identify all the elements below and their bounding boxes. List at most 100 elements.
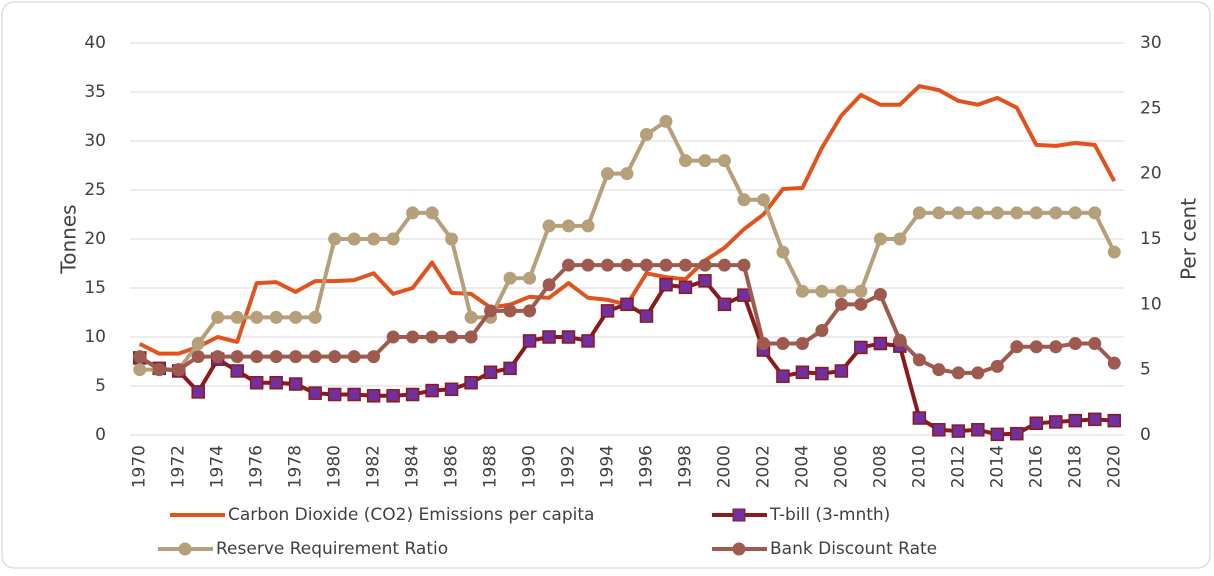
series-marker bbox=[288, 377, 303, 391]
series-marker bbox=[230, 364, 244, 378]
legend-label: Bank Discount Rate bbox=[770, 539, 937, 559]
series-marker bbox=[561, 330, 576, 344]
series-marker bbox=[717, 258, 731, 272]
y2-tick-label: 15 bbox=[1140, 229, 1162, 249]
legend-marker bbox=[178, 542, 192, 556]
series-marker bbox=[815, 366, 829, 381]
x-tick-label: 2012 bbox=[948, 445, 968, 488]
series-marker bbox=[834, 284, 848, 298]
series-marker bbox=[698, 274, 712, 288]
series-marker bbox=[873, 336, 888, 351]
x-tick-label: 1988 bbox=[481, 445, 501, 488]
series-marker bbox=[601, 167, 615, 181]
series-marker bbox=[990, 206, 1004, 220]
series-marker bbox=[308, 386, 322, 400]
series-marker bbox=[249, 375, 264, 390]
series-marker bbox=[425, 330, 439, 344]
series-marker bbox=[1107, 356, 1121, 370]
x-tick-label: 2006 bbox=[831, 445, 851, 488]
series-marker bbox=[971, 423, 985, 437]
series-marker bbox=[698, 154, 712, 168]
series-marker bbox=[386, 232, 400, 246]
x-tick-label: 1996 bbox=[636, 445, 656, 488]
series-marker bbox=[1107, 413, 1122, 428]
series-marker bbox=[834, 364, 849, 378]
y-tick-label: 15 bbox=[84, 278, 106, 298]
series-marker bbox=[250, 350, 264, 364]
series-marker bbox=[737, 288, 751, 302]
y-tick-label: 40 bbox=[84, 33, 106, 53]
series-marker bbox=[776, 369, 790, 383]
series-marker bbox=[1107, 245, 1121, 259]
y-tick-label: 5 bbox=[95, 376, 106, 396]
series-marker bbox=[854, 297, 868, 311]
series-marker bbox=[464, 375, 478, 390]
series-marker bbox=[406, 330, 420, 344]
y-tick-label: 0 bbox=[95, 425, 106, 445]
series-marker bbox=[483, 365, 498, 380]
series-marker bbox=[211, 310, 225, 324]
series-marker bbox=[523, 271, 537, 285]
series-marker bbox=[289, 350, 303, 364]
series-marker bbox=[873, 232, 887, 246]
series-marker bbox=[269, 310, 283, 324]
series-marker bbox=[1088, 337, 1102, 351]
series-marker bbox=[347, 350, 361, 364]
series-marker bbox=[893, 333, 907, 347]
y2-tick-label: 5 bbox=[1140, 360, 1151, 380]
x-tick-label: 1970 bbox=[130, 445, 150, 488]
series-marker bbox=[815, 323, 829, 337]
series-marker bbox=[737, 258, 751, 272]
series-marker bbox=[1010, 340, 1024, 354]
series-marker bbox=[1010, 206, 1024, 220]
x-tick-label: 2014 bbox=[987, 445, 1007, 488]
series-marker bbox=[347, 387, 361, 402]
y-tick-label: 30 bbox=[84, 131, 106, 151]
x-tick-label: 1974 bbox=[208, 445, 228, 488]
series-marker bbox=[659, 277, 673, 292]
legend-marker bbox=[732, 508, 746, 522]
series-marker bbox=[230, 310, 244, 324]
series-marker bbox=[620, 297, 634, 312]
series-marker bbox=[854, 340, 868, 355]
legend-marker bbox=[732, 542, 746, 556]
series-marker bbox=[678, 258, 692, 272]
series-marker bbox=[542, 219, 556, 233]
series-marker bbox=[1029, 416, 1044, 430]
series-marker bbox=[386, 330, 400, 344]
series-marker bbox=[289, 310, 303, 324]
y2-tick-label: 30 bbox=[1140, 33, 1162, 53]
series-marker bbox=[562, 219, 576, 233]
legend-label: T-bill (3-mnth) bbox=[769, 505, 890, 525]
y-tick-label: 35 bbox=[84, 82, 106, 102]
series-marker bbox=[932, 363, 946, 377]
series-marker bbox=[425, 383, 439, 398]
series-marker bbox=[776, 245, 790, 259]
series-marker bbox=[600, 304, 615, 318]
series-marker bbox=[893, 232, 907, 246]
series-marker bbox=[912, 353, 926, 367]
x-tick-label: 1992 bbox=[559, 445, 579, 488]
series-marker bbox=[523, 304, 537, 318]
x-tick-label: 1978 bbox=[286, 445, 306, 488]
series-marker bbox=[854, 284, 868, 298]
series-marker bbox=[912, 411, 927, 425]
series-marker bbox=[542, 330, 556, 344]
series-marker bbox=[522, 334, 537, 348]
y2-axis-label: Per cent bbox=[1177, 198, 1201, 280]
series-marker bbox=[990, 427, 1005, 442]
series-marker bbox=[990, 359, 1004, 373]
series-marker bbox=[581, 258, 595, 272]
series-marker bbox=[367, 232, 381, 246]
series-marker bbox=[678, 280, 693, 295]
x-tick-label: 1994 bbox=[598, 445, 618, 488]
series-marker bbox=[1029, 206, 1043, 220]
series-marker bbox=[308, 310, 322, 324]
series-marker bbox=[152, 363, 166, 377]
series-marker bbox=[581, 334, 595, 348]
series-marker bbox=[211, 350, 225, 364]
series-marker bbox=[601, 258, 615, 272]
series-marker bbox=[484, 304, 498, 318]
x-tick-label: 2020 bbox=[1104, 445, 1124, 488]
x-tick-label: 1986 bbox=[442, 445, 462, 488]
